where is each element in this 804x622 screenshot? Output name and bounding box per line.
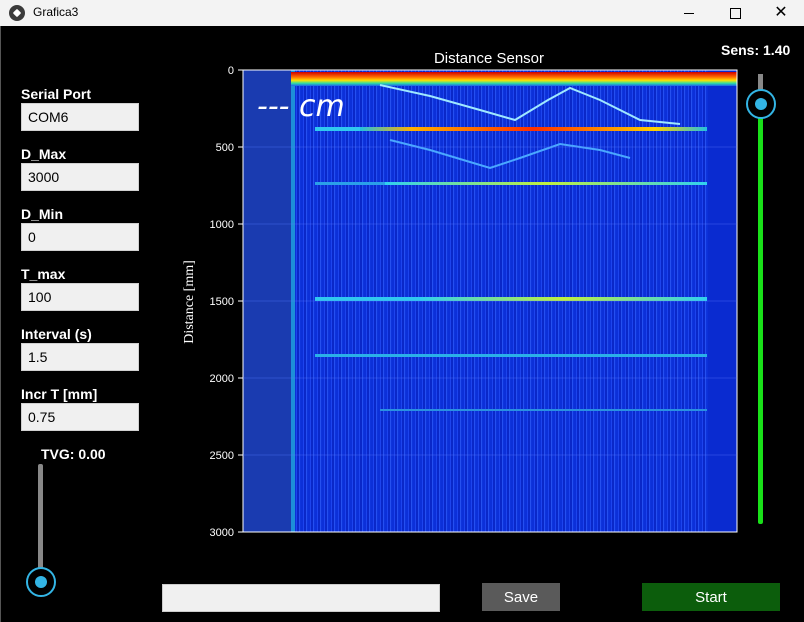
sens-slider-knob[interactable] <box>755 98 767 110</box>
title-bar: Grafica3 ✕ <box>0 0 804 26</box>
sens-label: Sens: 1.40 <box>721 42 791 58</box>
echo-band-4 <box>315 354 707 357</box>
window-title: Grafica3 <box>33 5 79 19</box>
save-button[interactable]: Save <box>482 583 560 611</box>
app-icon <box>9 5 25 21</box>
heatmap-start-line <box>291 70 295 532</box>
d-max-label: D_Max <box>21 146 67 162</box>
maximize-icon <box>729 7 741 19</box>
sens-slider-track-upper <box>758 74 763 104</box>
y-axis-ticks: 0 500 1000 1500 2000 2500 3000 <box>210 65 737 539</box>
interval-label: Interval (s) <box>21 326 92 342</box>
y-axis-label: Distance [mm] <box>182 260 197 344</box>
filename-input[interactable] <box>162 584 440 612</box>
interval-input[interactable] <box>21 343 139 371</box>
close-button[interactable]: ✕ <box>758 0 804 26</box>
tvg-slider-track <box>38 464 43 582</box>
d-min-label: D_Min <box>21 206 63 222</box>
chart-title: Distance Sensor <box>434 50 544 67</box>
sens-slider-track <box>758 104 763 524</box>
d-min-input[interactable] <box>21 223 139 251</box>
surface-echo <box>291 72 737 86</box>
t-max-label: T_max <box>21 266 66 282</box>
echo-band-3-warm <box>420 297 707 301</box>
distance-readout: --- cm <box>257 89 345 124</box>
window-border <box>0 26 1 622</box>
d-max-input[interactable] <box>21 163 139 191</box>
echo-band-5 <box>380 409 707 411</box>
tvg-slider-knob[interactable] <box>35 576 47 588</box>
serial-port-input[interactable] <box>21 103 139 131</box>
minimize-icon <box>684 12 694 14</box>
y-tick-label: 3000 <box>210 527 234 539</box>
y-tick-label: 1500 <box>210 296 234 308</box>
close-icon: ✕ <box>774 4 788 21</box>
multipath-echo-lower <box>389 139 631 170</box>
start-button[interactable]: Start <box>642 583 780 611</box>
plot-area: --- cm <box>242 69 738 533</box>
multipath-echo-upper <box>379 84 681 125</box>
y-tick-label: 2500 <box>210 450 234 462</box>
incr-t-input[interactable] <box>21 403 139 431</box>
echo-band-1-hot <box>360 127 707 131</box>
y-tick-label: 0 <box>228 65 234 77</box>
y-tick-label: 500 <box>216 142 234 154</box>
incr-t-label: Incr T [mm] <box>21 386 98 402</box>
serial-port-label: Serial Port <box>21 86 92 102</box>
echo-band-2-warm <box>385 182 707 185</box>
y-tick-label: 2000 <box>210 373 234 385</box>
t-max-input[interactable] <box>21 283 139 311</box>
heatmap-empty-region <box>243 70 291 532</box>
maximize-button[interactable] <box>712 0 758 26</box>
minimize-button[interactable] <box>666 0 712 26</box>
y-tick-label: 1000 <box>210 219 234 231</box>
tvg-label: TVG: 0.00 <box>41 446 106 462</box>
